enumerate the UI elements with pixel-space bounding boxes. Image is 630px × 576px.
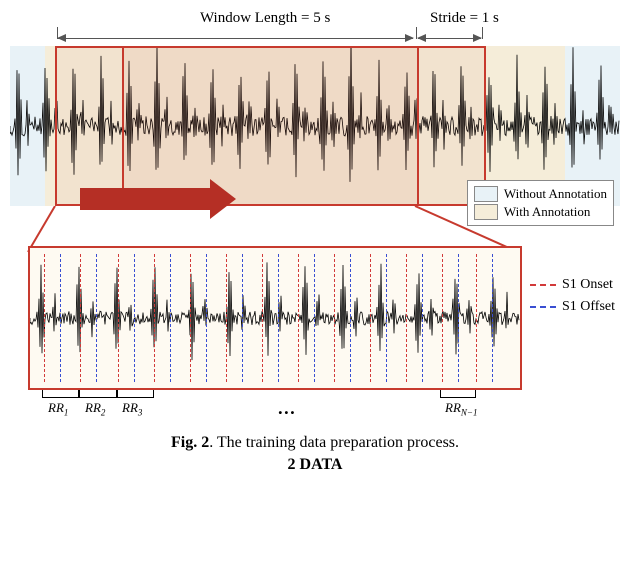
s1-onset-line bbox=[44, 254, 45, 382]
s1-offset-line bbox=[492, 254, 493, 382]
s1-onset-line bbox=[406, 254, 407, 382]
s1-offset-line bbox=[458, 254, 459, 382]
caption-bold: Fig. 2 bbox=[171, 434, 209, 451]
rr-bracket bbox=[116, 390, 154, 398]
s1-offset-line bbox=[206, 254, 207, 382]
rr-label: RRN−1 bbox=[445, 400, 477, 418]
figure-caption: Fig. 2. The training data preparation pr… bbox=[10, 434, 620, 452]
swatch-without-icon bbox=[474, 186, 498, 202]
waveform-bottom bbox=[30, 248, 520, 388]
s1-offset-line bbox=[96, 254, 97, 382]
dash-offset-icon bbox=[530, 306, 556, 308]
s1-onset-line bbox=[80, 254, 81, 382]
s1-onset-line bbox=[334, 254, 335, 382]
zoom-connector bbox=[10, 206, 620, 246]
stride-label: Stride = 1 s bbox=[430, 10, 499, 27]
s1-onset-line bbox=[476, 254, 477, 382]
legend-text: Without Annotation bbox=[504, 186, 607, 202]
legend-text: S1 Offset bbox=[562, 299, 615, 315]
s1-onset-line bbox=[118, 254, 119, 382]
rr-label: RR1 bbox=[48, 400, 68, 418]
s1-onset-line bbox=[370, 254, 371, 382]
s1-onset-line bbox=[442, 254, 443, 382]
figure: Window Length = 5 s Stride = 1 s Without… bbox=[10, 10, 620, 474]
s1-offset-line bbox=[60, 254, 61, 382]
s1-offset-line bbox=[422, 254, 423, 382]
s1-onset-line bbox=[190, 254, 191, 382]
rr-bracket bbox=[42, 390, 80, 398]
window-arrow bbox=[58, 38, 413, 39]
legend-row: S1 Onset bbox=[530, 277, 615, 293]
top-labels: Window Length = 5 s Stride = 1 s bbox=[10, 10, 620, 32]
s1-onset-line bbox=[298, 254, 299, 382]
ellipsis: … bbox=[278, 398, 296, 419]
dimension-arrows bbox=[10, 32, 620, 46]
bottom-row: S1 Onset S1 Offset bbox=[10, 246, 620, 390]
rr-label: RR2 bbox=[85, 400, 105, 418]
caption-text: . The training data preparation process. bbox=[209, 434, 459, 451]
section-heading: 2 DATA bbox=[10, 456, 620, 474]
s1-offset-line bbox=[314, 254, 315, 382]
s1-onset-line bbox=[154, 254, 155, 382]
legend-text: S1 Onset bbox=[562, 277, 613, 293]
s1-onset-line bbox=[226, 254, 227, 382]
s1-offset-line bbox=[350, 254, 351, 382]
legend-row: Without Annotation bbox=[474, 186, 607, 202]
rr-bracket bbox=[440, 390, 476, 398]
bottom-waveform-panel bbox=[28, 246, 522, 390]
dash-onset-icon bbox=[530, 284, 556, 286]
rr-label: RR3 bbox=[122, 400, 142, 418]
s1-offset-line bbox=[242, 254, 243, 382]
rr-interval-labels: … RR1 RR2 RR3 RRN−1 bbox=[28, 390, 518, 424]
main-window-box bbox=[55, 46, 419, 206]
s1-onset-line bbox=[262, 254, 263, 382]
s1-offset-line bbox=[134, 254, 135, 382]
stride-arrow bbox=[418, 38, 481, 39]
s1-offset-line bbox=[170, 254, 171, 382]
rr-bracket bbox=[78, 390, 118, 398]
window-length-label: Window Length = 5 s bbox=[200, 10, 330, 27]
s1-legend: S1 Onset S1 Offset bbox=[530, 271, 615, 321]
tick bbox=[482, 27, 483, 39]
legend-row: S1 Offset bbox=[530, 299, 615, 315]
s1-offset-line bbox=[386, 254, 387, 382]
s1-offset-line bbox=[278, 254, 279, 382]
